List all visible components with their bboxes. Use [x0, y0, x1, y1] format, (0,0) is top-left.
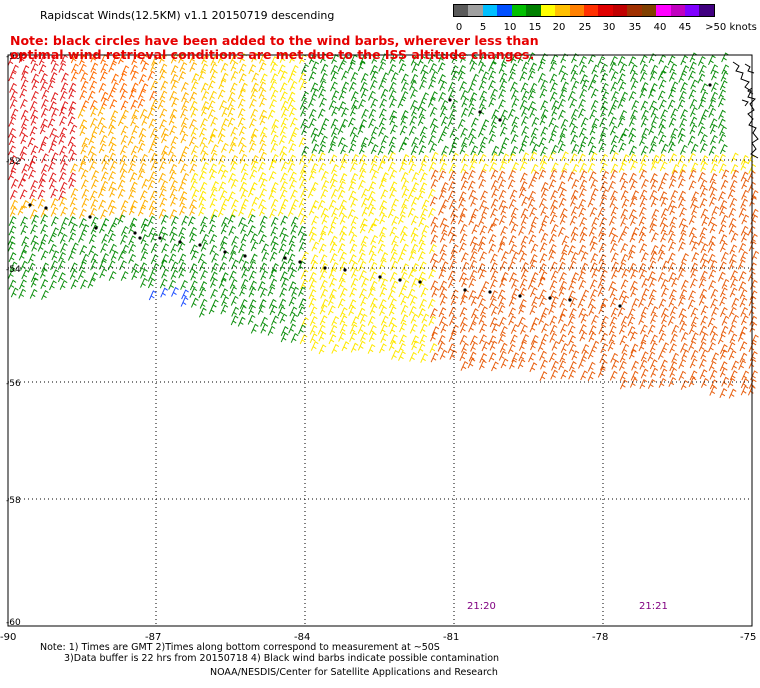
legend-swatch — [641, 5, 657, 16]
lat-label: -50 — [6, 52, 21, 62]
legend-swatch — [656, 5, 671, 16]
legend-swatch — [555, 5, 570, 16]
contamination-note: Note: black circles have been added to t… — [10, 34, 570, 62]
legend-swatch — [612, 5, 628, 16]
lat-lon-grid — [7, 54, 753, 627]
quality-flag-circle — [138, 236, 142, 240]
note-line: optimal wind retrieval conditions are me… — [10, 47, 535, 62]
legend-swatch — [685, 5, 700, 16]
quality-flag-circle — [243, 254, 247, 258]
quality-flag-circles — [28, 83, 712, 308]
legend-swatch — [526, 5, 541, 16]
quality-flag-circle — [398, 278, 402, 282]
map-title: Rapidscat Winds(12.5KM) v1.1 20150719 de… — [40, 9, 335, 22]
legend-label: 40 — [653, 22, 667, 33]
lat-label: -56 — [6, 379, 21, 389]
lon-label: -87 — [145, 632, 161, 643]
legend-swatch — [511, 5, 527, 16]
lat-label: -52 — [6, 157, 21, 167]
quality-flag-circle — [133, 231, 137, 235]
wind-barb-group — [189, 52, 268, 165]
quality-flag-circle — [44, 206, 48, 210]
time-label: 21:21 — [639, 601, 668, 612]
legend-color-bar — [453, 4, 715, 17]
legend-label: 30 — [602, 22, 616, 33]
quality-flag-circle — [178, 240, 182, 244]
legend-label: 0 — [455, 22, 463, 33]
quality-flag-circle — [478, 110, 482, 114]
legend-swatch — [497, 5, 512, 16]
quality-flag-circle — [448, 98, 452, 102]
footer-note-line: 3)Data buffer is 22 hrs from 20150718 4)… — [64, 653, 500, 664]
wind-barb-group — [7, 53, 78, 201]
quality-flag-circle — [548, 296, 552, 300]
lat-label: -58 — [6, 496, 21, 506]
lon-label: -75 — [740, 632, 756, 643]
legend-swatch — [468, 5, 483, 16]
quality-flag-circle — [463, 288, 467, 292]
quality-flag-circle — [488, 290, 492, 294]
quality-flag-circle — [223, 250, 227, 254]
wind-barb-group — [429, 169, 760, 399]
legend-label: 20 — [552, 22, 566, 33]
lat-label: -54 — [6, 265, 21, 275]
footer-note-line: Note: 1) Times are GMT 2)Times along bot… — [40, 642, 440, 653]
legend-swatch — [540, 5, 556, 16]
wind-speed-legend: 0 5 10 15 20 25 30 35 40 45 >50 knots — [453, 4, 757, 34]
quality-flag-circle — [708, 83, 712, 87]
quality-flag-circle — [28, 203, 32, 207]
quality-flag-circle — [298, 260, 302, 264]
coastline — [732, 61, 759, 159]
lon-label: -84 — [294, 632, 310, 643]
legend-swatch — [569, 5, 584, 16]
quality-flag-circle — [618, 304, 622, 308]
quality-flag-circle — [198, 243, 202, 247]
quality-flag-circle — [88, 215, 92, 219]
lon-label: -81 — [443, 632, 459, 643]
quality-flag-circle — [94, 226, 98, 230]
legend-swatch — [598, 5, 613, 16]
quality-flag-circle — [283, 256, 287, 260]
legend-label: 10 — [503, 22, 517, 33]
legend-swatch — [670, 5, 685, 16]
map-frame — [7, 54, 753, 627]
legend-label: 45 — [678, 22, 692, 33]
legend-swatch — [583, 5, 599, 16]
legend-label: >50 knots — [705, 22, 757, 33]
quality-flag-circle — [378, 275, 382, 279]
legend-swatch — [699, 5, 714, 16]
time-label: 21:20 — [467, 601, 496, 612]
legend-swatch — [454, 5, 469, 16]
legend-label: 35 — [628, 22, 642, 33]
footer-credit: NOAA/NESDIS/Center for Satellite Applica… — [210, 667, 498, 678]
quality-flag-circle — [568, 298, 572, 302]
lon-label: -90 — [0, 632, 16, 643]
wind-barb-group — [9, 53, 198, 220]
legend-swatch — [627, 5, 642, 16]
quality-flag-circle — [343, 268, 347, 272]
lon-label: -78 — [592, 632, 608, 643]
legend-label: 5 — [479, 22, 487, 33]
lat-label: -60 — [6, 618, 21, 628]
legend-swatch — [482, 5, 498, 16]
wind-barb-group — [148, 286, 189, 307]
wind-barb-group — [7, 52, 730, 343]
quality-flag-circle — [418, 280, 422, 284]
legend-label: 25 — [578, 22, 592, 33]
quality-flag-circle — [158, 236, 162, 240]
quality-flag-circle — [498, 118, 502, 122]
quality-flag-circle — [518, 294, 522, 298]
note-line: Note: black circles have been added to t… — [10, 33, 539, 48]
wind-barbs — [7, 52, 760, 399]
legend-label: 15 — [528, 22, 542, 33]
